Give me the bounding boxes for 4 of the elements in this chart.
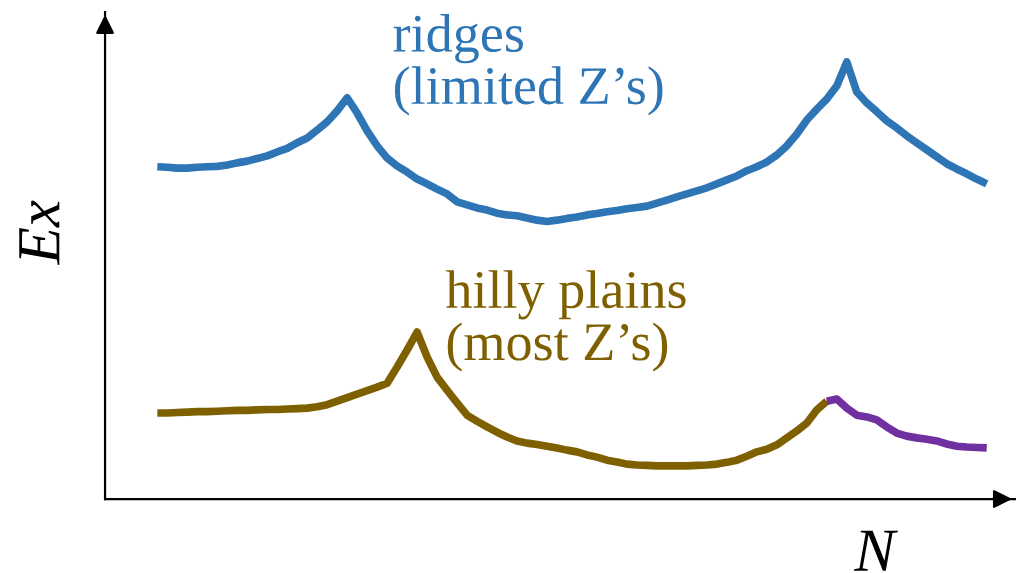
series-label: ridges (limited Z’s) [393, 13, 663, 116]
series-label: hilly plains (most Z’s) [445, 270, 686, 372]
y-axis-title: Ex [19, 200, 60, 266]
x-axis-title: N [853, 530, 898, 571]
